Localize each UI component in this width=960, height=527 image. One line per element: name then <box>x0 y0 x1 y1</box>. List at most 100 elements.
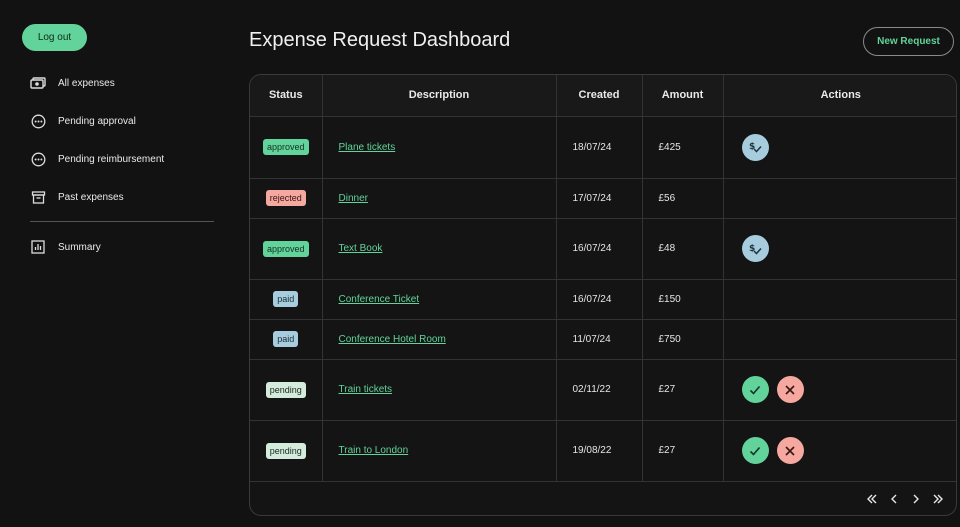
actions-cell <box>723 319 956 360</box>
created-cell: 16/07/24 <box>556 218 643 280</box>
table-header-row: Status Description Created Amount Action… <box>250 75 956 117</box>
pay-check-icon: $ <box>749 244 762 255</box>
created-cell: 18/07/24 <box>556 116 643 179</box>
table-row: pending Train tickets 02/11/22 £27 <box>250 359 956 421</box>
actions-cell <box>723 359 956 421</box>
prev-page-icon <box>891 494 897 504</box>
actions-cell <box>723 279 956 320</box>
created-cell: 17/07/24 <box>556 178 643 219</box>
reject-button[interactable] <box>776 437 804 464</box>
new-request-button[interactable]: New Request <box>863 27 954 56</box>
next-page-icon <box>913 494 919 504</box>
expense-table: Status Description Created Amount Action… <box>249 74 957 516</box>
description-cell: Plane tickets <box>322 116 557 179</box>
sidebar-divider <box>30 221 214 222</box>
money-icon <box>30 75 46 91</box>
archive-icon <box>30 189 46 205</box>
description-cell: Conference Hotel Room <box>322 319 557 360</box>
actions-cell: $ <box>723 116 956 179</box>
last-page-button[interactable] <box>930 491 946 507</box>
table-row: pending Train to London 19/08/22 £27 <box>250 420 956 482</box>
sidebar-item-label: Summary <box>58 241 101 253</box>
table-row: approved Plane tickets 18/07/24 £425 $ <box>250 116 956 179</box>
sidebar-item-past-expenses[interactable]: Past expenses <box>30 178 214 216</box>
description-link[interactable]: Plane tickets <box>338 141 396 153</box>
table-row: rejected Dinner 17/07/24 £56 <box>250 178 956 219</box>
actions-cell <box>723 178 956 219</box>
reject-button[interactable] <box>776 376 804 403</box>
created-cell: 11/07/24 <box>556 319 643 360</box>
actions-cell <box>723 420 956 482</box>
description-cell: Dinner <box>322 178 557 219</box>
close-icon <box>785 445 795 456</box>
logout-button[interactable]: Log out <box>22 24 87 51</box>
sidebar-item-label: Past expenses <box>58 191 124 203</box>
amount-cell: £150 <box>642 279 724 320</box>
description-link[interactable]: Dinner <box>338 192 368 204</box>
column-header-description: Description <box>322 75 557 117</box>
description-link[interactable]: Text Book <box>338 243 383 254</box>
mark-paid-button[interactable]: $ <box>741 235 769 262</box>
status-badge: rejected <box>265 190 306 206</box>
sidebar-item-label: Pending reimbursement <box>58 153 165 165</box>
status-cell: approved <box>250 116 323 179</box>
status-cell: pending <box>250 420 323 482</box>
pending-icon <box>30 113 46 129</box>
sidebar-item-label: Pending approval <box>58 115 136 127</box>
amount-cell: £425 <box>642 116 724 179</box>
table-row: approved Text Book 16/07/24 £48 $ <box>250 218 956 280</box>
pagination <box>864 491 946 507</box>
description-link[interactable]: Conference Ticket <box>338 293 420 305</box>
description-cell: Train to London <box>322 420 557 482</box>
status-cell: paid <box>250 279 323 320</box>
first-page-icon <box>867 494 877 504</box>
approve-button[interactable] <box>741 437 769 464</box>
sidebar-item-all-expenses[interactable]: All expenses <box>30 64 214 102</box>
status-cell: paid <box>250 319 323 360</box>
description-link[interactable]: Train tickets <box>338 384 393 395</box>
description-link[interactable]: Train to London <box>338 445 409 456</box>
check-icon <box>749 385 761 395</box>
prev-page-button[interactable] <box>886 491 902 507</box>
approve-button[interactable] <box>741 376 769 403</box>
created-cell: 16/07/24 <box>556 279 643 320</box>
last-page-icon <box>933 494 943 504</box>
table-row: paid Conference Hotel Room 11/07/24 £750 <box>250 319 956 360</box>
sidebar-item-pending-reimbursement[interactable]: Pending reimbursement <box>30 140 214 178</box>
status-badge: pending <box>265 381 306 398</box>
amount-cell: £56 <box>642 178 724 219</box>
pending-icon <box>30 151 46 167</box>
created-cell: 19/08/22 <box>556 420 643 482</box>
status-badge: approved <box>262 240 309 257</box>
column-header-created: Created <box>556 75 643 117</box>
sidebar-nav: All expenses Pending approval Pending re… <box>30 64 214 266</box>
sidebar: Log out All expenses Pending approval Pe… <box>0 0 230 527</box>
page-title: Expense Request Dashboard <box>249 29 511 51</box>
status-badge: pending <box>265 442 306 459</box>
pay-check-icon: $ <box>749 142 762 153</box>
amount-cell: £27 <box>642 359 724 421</box>
column-header-status: Status <box>250 75 323 117</box>
close-icon <box>785 384 795 395</box>
sidebar-item-pending-approval[interactable]: Pending approval <box>30 102 214 140</box>
status-badge: approved <box>262 139 309 155</box>
status-badge: paid <box>273 291 299 307</box>
description-link[interactable]: Conference Hotel Room <box>338 333 446 345</box>
svg-text:$: $ <box>749 244 755 254</box>
amount-cell: £27 <box>642 420 724 482</box>
actions-cell: $ <box>723 218 956 280</box>
amount-cell: £750 <box>642 319 724 360</box>
created-cell: 02/11/22 <box>556 359 643 421</box>
amount-cell: £48 <box>642 218 724 280</box>
check-icon <box>749 446 761 456</box>
next-page-button[interactable] <box>908 491 924 507</box>
first-page-button[interactable] <box>864 491 880 507</box>
description-cell: Train tickets <box>322 359 557 421</box>
sidebar-item-summary[interactable]: Summary <box>30 228 214 266</box>
mark-paid-button[interactable]: $ <box>741 133 769 161</box>
description-cell: Text Book <box>322 218 557 280</box>
status-cell: rejected <box>250 178 323 219</box>
chart-icon <box>30 239 46 255</box>
column-header-actions: Actions <box>723 75 956 117</box>
svg-text:$: $ <box>749 142 755 152</box>
